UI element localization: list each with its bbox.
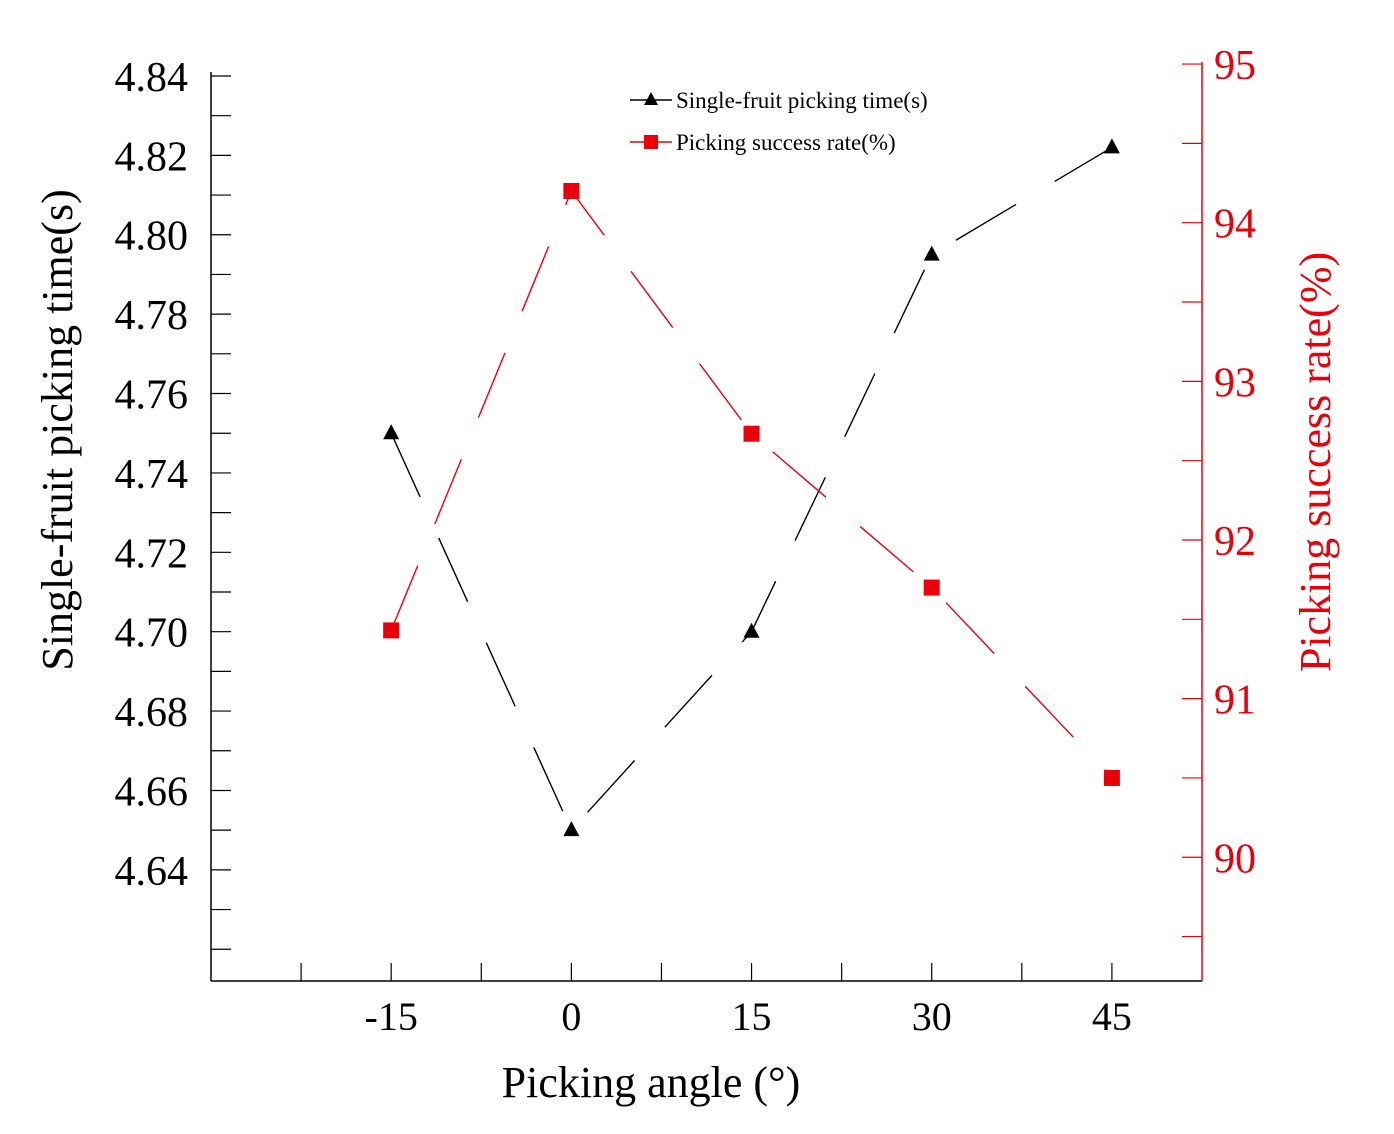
x-axis-title: Picking angle (°) — [502, 1058, 801, 1107]
legend-triangle-marker — [644, 92, 658, 105]
y-left-axis-ticks: 4.84 4.82 4.80 4.78 4.76 4.74 4.72 4.70 4.68 4.66… — [115, 55, 231, 950]
series-picking-time — [383, 138, 1120, 837]
data-point-square — [1103, 769, 1120, 786]
legend: Single-fruit picking time(s) Picking suc… — [630, 88, 928, 155]
y-right-tick-label: 92 — [1214, 519, 1256, 565]
series-success-rate — [383, 182, 1120, 786]
y-left-tick-label: 4.64 — [115, 849, 189, 895]
data-point-square — [383, 622, 400, 639]
y-right-tick-label: 94 — [1214, 202, 1256, 248]
x-tick-label: -15 — [365, 994, 418, 1039]
y-left-tick-label: 4.68 — [115, 690, 189, 736]
x-tick-label: 0 — [561, 994, 581, 1039]
x-axis-ticks: -15 0 15 30 45 — [300, 963, 1132, 1039]
legend-label-success-rate: Picking success rate(%) — [676, 130, 896, 155]
y-right-axis-title: Picking success rate(%) — [1291, 252, 1340, 672]
series-line-success-rate — [390, 189, 1113, 779]
data-point-triangle — [563, 821, 580, 837]
x-tick-label: 45 — [1092, 994, 1132, 1039]
y-left-tick-label: 4.80 — [115, 214, 189, 260]
data-point-triangle — [383, 424, 400, 440]
y-left-tick-label: 4.72 — [115, 531, 189, 577]
legend-item-success-rate: Picking success rate(%) — [630, 130, 896, 155]
y-right-axis-ticks: 95 94 93 92 91 90 — [1182, 43, 1256, 938]
axes — [210, 62, 1203, 982]
data-point-triangle — [743, 622, 760, 638]
data-point-triangle — [923, 245, 940, 261]
data-point-square — [923, 579, 940, 596]
x-tick-label: 30 — [912, 994, 952, 1039]
y-right-tick-label: 93 — [1214, 360, 1256, 406]
series-layer — [383, 138, 1120, 837]
y-right-tick-label: 91 — [1214, 678, 1256, 724]
x-tick-label: 15 — [732, 994, 772, 1039]
y-left-axis-title: Single-fruit picking time(s) — [33, 189, 82, 670]
legend-square-marker — [644, 135, 658, 149]
y-left-tick-label: 4.84 — [115, 55, 189, 101]
y-right-tick-label: 90 — [1214, 836, 1256, 882]
y-left-tick-label: 4.74 — [115, 452, 189, 498]
y-left-tick-label: 4.76 — [115, 373, 189, 419]
y-left-tick-label: 4.82 — [115, 134, 189, 180]
data-point-triangle — [1103, 138, 1120, 154]
y-left-tick-label: 4.66 — [115, 769, 189, 815]
legend-label-picking-time: Single-fruit picking time(s) — [676, 88, 928, 113]
data-point-square — [743, 425, 760, 442]
y-left-tick-label: 4.70 — [115, 611, 189, 657]
legend-item-picking-time: Single-fruit picking time(s) — [630, 88, 928, 113]
data-point-square — [563, 182, 580, 199]
y-right-tick-label: 95 — [1214, 43, 1256, 89]
y-left-tick-label: 4.78 — [115, 293, 189, 339]
